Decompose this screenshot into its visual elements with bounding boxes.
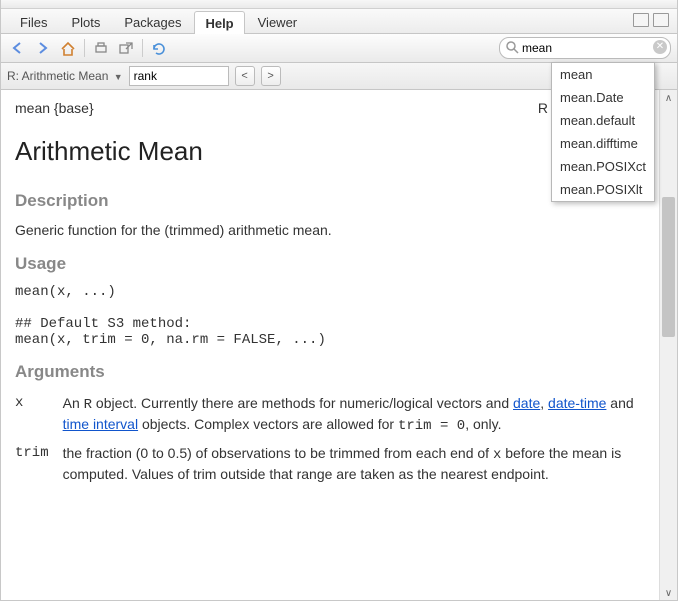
autocomplete-popup: mean mean.Date mean.default mean.difftim… [551,62,655,202]
topic-prefix: R: [7,69,19,83]
scroll-up-icon[interactable]: ∧ [660,90,677,107]
back-button[interactable] [7,38,29,58]
home-button[interactable] [57,38,79,58]
toolbar-separator [142,39,143,57]
tab-packages[interactable]: Packages [113,10,192,33]
search-icon [505,40,519,57]
home-icon [60,41,76,56]
help-pane: Files Plots Packages Help Viewer [0,0,678,601]
tab-help[interactable]: Help [194,11,244,34]
print-button[interactable] [90,38,112,58]
toolbar-separator [84,39,85,57]
link-time-interval[interactable]: time interval [63,416,138,432]
autocomplete-item[interactable]: mean [552,63,654,86]
table-row: x An R object. Currently there are metho… [15,392,646,442]
scroll-down-icon[interactable]: ∨ [660,585,677,601]
arrow-left-icon [10,41,26,55]
search-input[interactable] [499,37,671,59]
pane-tabs: Files Plots Packages Help Viewer [1,9,677,34]
description-text: Generic function for the (trimmed) arith… [15,221,646,240]
arrow-right-icon [35,41,51,55]
help-toolbar: ✕ [1,34,677,63]
topic-text: Arithmetic Mean [22,69,109,83]
arg-desc: the fraction (0 to 0.5) of observations … [63,442,646,490]
arg-desc: An R object. Currently there are methods… [63,392,646,442]
topic-dropdown[interactable]: R: Arithmetic Mean ▼ [7,69,123,83]
forward-button[interactable] [32,38,54,58]
tab-plots[interactable]: Plots [60,10,111,33]
autocomplete-item[interactable]: mean.Date [552,86,654,109]
link-date-time[interactable]: date-time [548,395,606,411]
autocomplete-item[interactable]: mean.default [552,109,654,132]
autocomplete-item[interactable]: mean.POSIXlt [552,178,654,201]
scroll-track[interactable] [660,107,677,585]
find-next-button[interactable]: > [261,66,281,86]
link-date[interactable]: date [513,395,540,411]
refresh-button[interactable] [148,38,170,58]
minimize-pane-icon[interactable] [633,13,649,27]
section-arguments-heading: Arguments [15,362,646,382]
clear-search-button[interactable]: ✕ [653,40,667,54]
refresh-icon [151,41,167,56]
print-icon [93,41,109,55]
popout-button[interactable] [115,38,137,58]
chevron-down-icon: ▼ [114,72,123,82]
maximize-pane-icon[interactable] [653,13,669,27]
tab-viewer[interactable]: Viewer [247,10,309,33]
table-row: trim the fraction (0 to 0.5) of observat… [15,442,646,490]
vertical-scrollbar[interactable]: ∧ ∨ [659,90,677,601]
arg-name: x [15,392,63,442]
pkg-header-left: mean {base} [15,100,94,116]
scroll-thumb[interactable] [662,197,675,337]
autocomplete-item[interactable]: mean.difftime [552,132,654,155]
pane-top-divider [1,0,677,9]
find-prev-button[interactable]: < [235,66,255,86]
arg-name: trim [15,442,63,490]
usage-code: mean(x, ...) ## Default S3 method: mean(… [15,284,646,348]
popout-icon [118,41,134,55]
find-in-topic-input[interactable] [129,66,229,86]
tab-files[interactable]: Files [9,10,58,33]
search-container: ✕ [499,37,671,59]
section-usage-heading: Usage [15,254,646,274]
arguments-table: x An R object. Currently there are metho… [15,392,646,490]
autocomplete-item[interactable]: mean.POSIXct [552,155,654,178]
